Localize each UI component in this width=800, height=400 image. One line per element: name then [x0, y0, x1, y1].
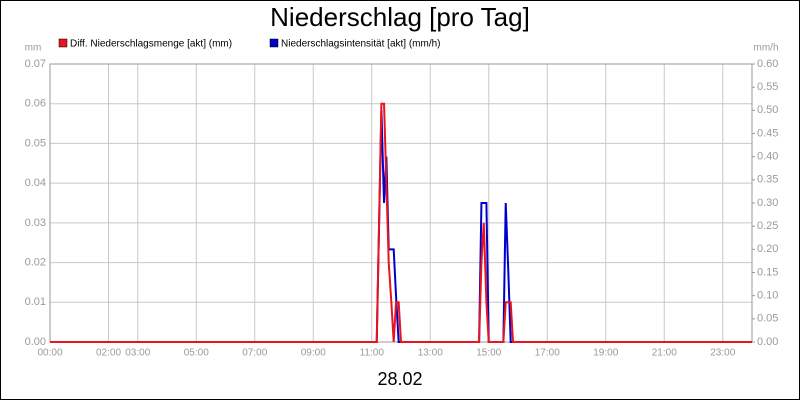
y2-tick-label: 0.15 — [757, 266, 778, 278]
y2-tick-label: 0.25 — [757, 220, 778, 232]
y-tick-label: 0.06 — [25, 98, 46, 110]
y-tick-label: 0.07 — [25, 58, 46, 70]
y2-tick-label: 0.45 — [757, 127, 778, 139]
y2-tick-label: 0.50 — [757, 104, 778, 116]
chart-title: Niederschlag [pro Tag] — [270, 2, 530, 32]
x-tick-label: 09:00 — [301, 348, 326, 359]
x-tick-label: 19:00 — [593, 348, 618, 359]
y2-tick-label: 0.60 — [757, 58, 778, 70]
x-tick-label: 02:00 — [96, 348, 121, 359]
legend-swatch — [58, 38, 68, 48]
plot-area — [49, 63, 753, 343]
y-tick-label: 0.03 — [25, 217, 46, 229]
y-tick-label: 0.00 — [25, 336, 46, 348]
y2-axis-label: mm/h — [754, 43, 779, 54]
y2-tick-label: 0.55 — [757, 81, 778, 93]
y2-tick-label: 0.10 — [757, 290, 778, 302]
y2-tick-label: 0.35 — [757, 174, 778, 186]
legend-label: Niederschlagsintensität [akt] (mm/h) — [281, 39, 441, 50]
x-axis-label: 28.02 — [377, 369, 422, 389]
x-tick-label: 15:00 — [476, 348, 501, 359]
series-line — [50, 102, 752, 343]
y-tick-label: 0.04 — [25, 177, 46, 189]
y-tick-label: 0.02 — [25, 256, 46, 268]
y2-tick-label: 0.40 — [757, 151, 778, 163]
x-tick-label: 03:00 — [125, 348, 150, 359]
x-tick-label: 21:00 — [652, 348, 677, 359]
x-tick-label: 11:00 — [360, 348, 385, 359]
y-axis-label: mm — [25, 43, 42, 54]
x-tick-label: 23:00 — [710, 348, 735, 359]
legend-swatch — [269, 38, 279, 48]
y2-tick-label: 0.20 — [757, 243, 778, 255]
y2-tick-label: 0.05 — [757, 313, 778, 325]
y2-tick-label: 0.00 — [757, 336, 778, 348]
x-tick-label: 07:00 — [242, 348, 267, 359]
y-tick-label: 0.05 — [25, 137, 46, 149]
x-tick-label: 17:00 — [535, 348, 560, 359]
y-tick-label: 0.01 — [25, 296, 46, 308]
x-tick-label: 05:00 — [184, 348, 209, 359]
x-tick-label: 00:00 — [37, 348, 62, 359]
y2-tick-label: 0.30 — [757, 197, 778, 209]
legend-label: Diff. Niederschlagsmenge [akt] (mm) — [70, 39, 232, 50]
x-tick-label: 13:00 — [418, 348, 443, 359]
